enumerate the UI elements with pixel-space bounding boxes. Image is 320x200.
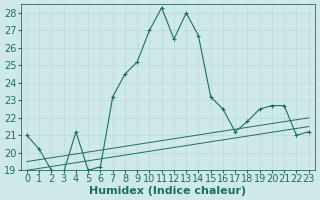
X-axis label: Humidex (Indice chaleur): Humidex (Indice chaleur) (89, 186, 246, 196)
